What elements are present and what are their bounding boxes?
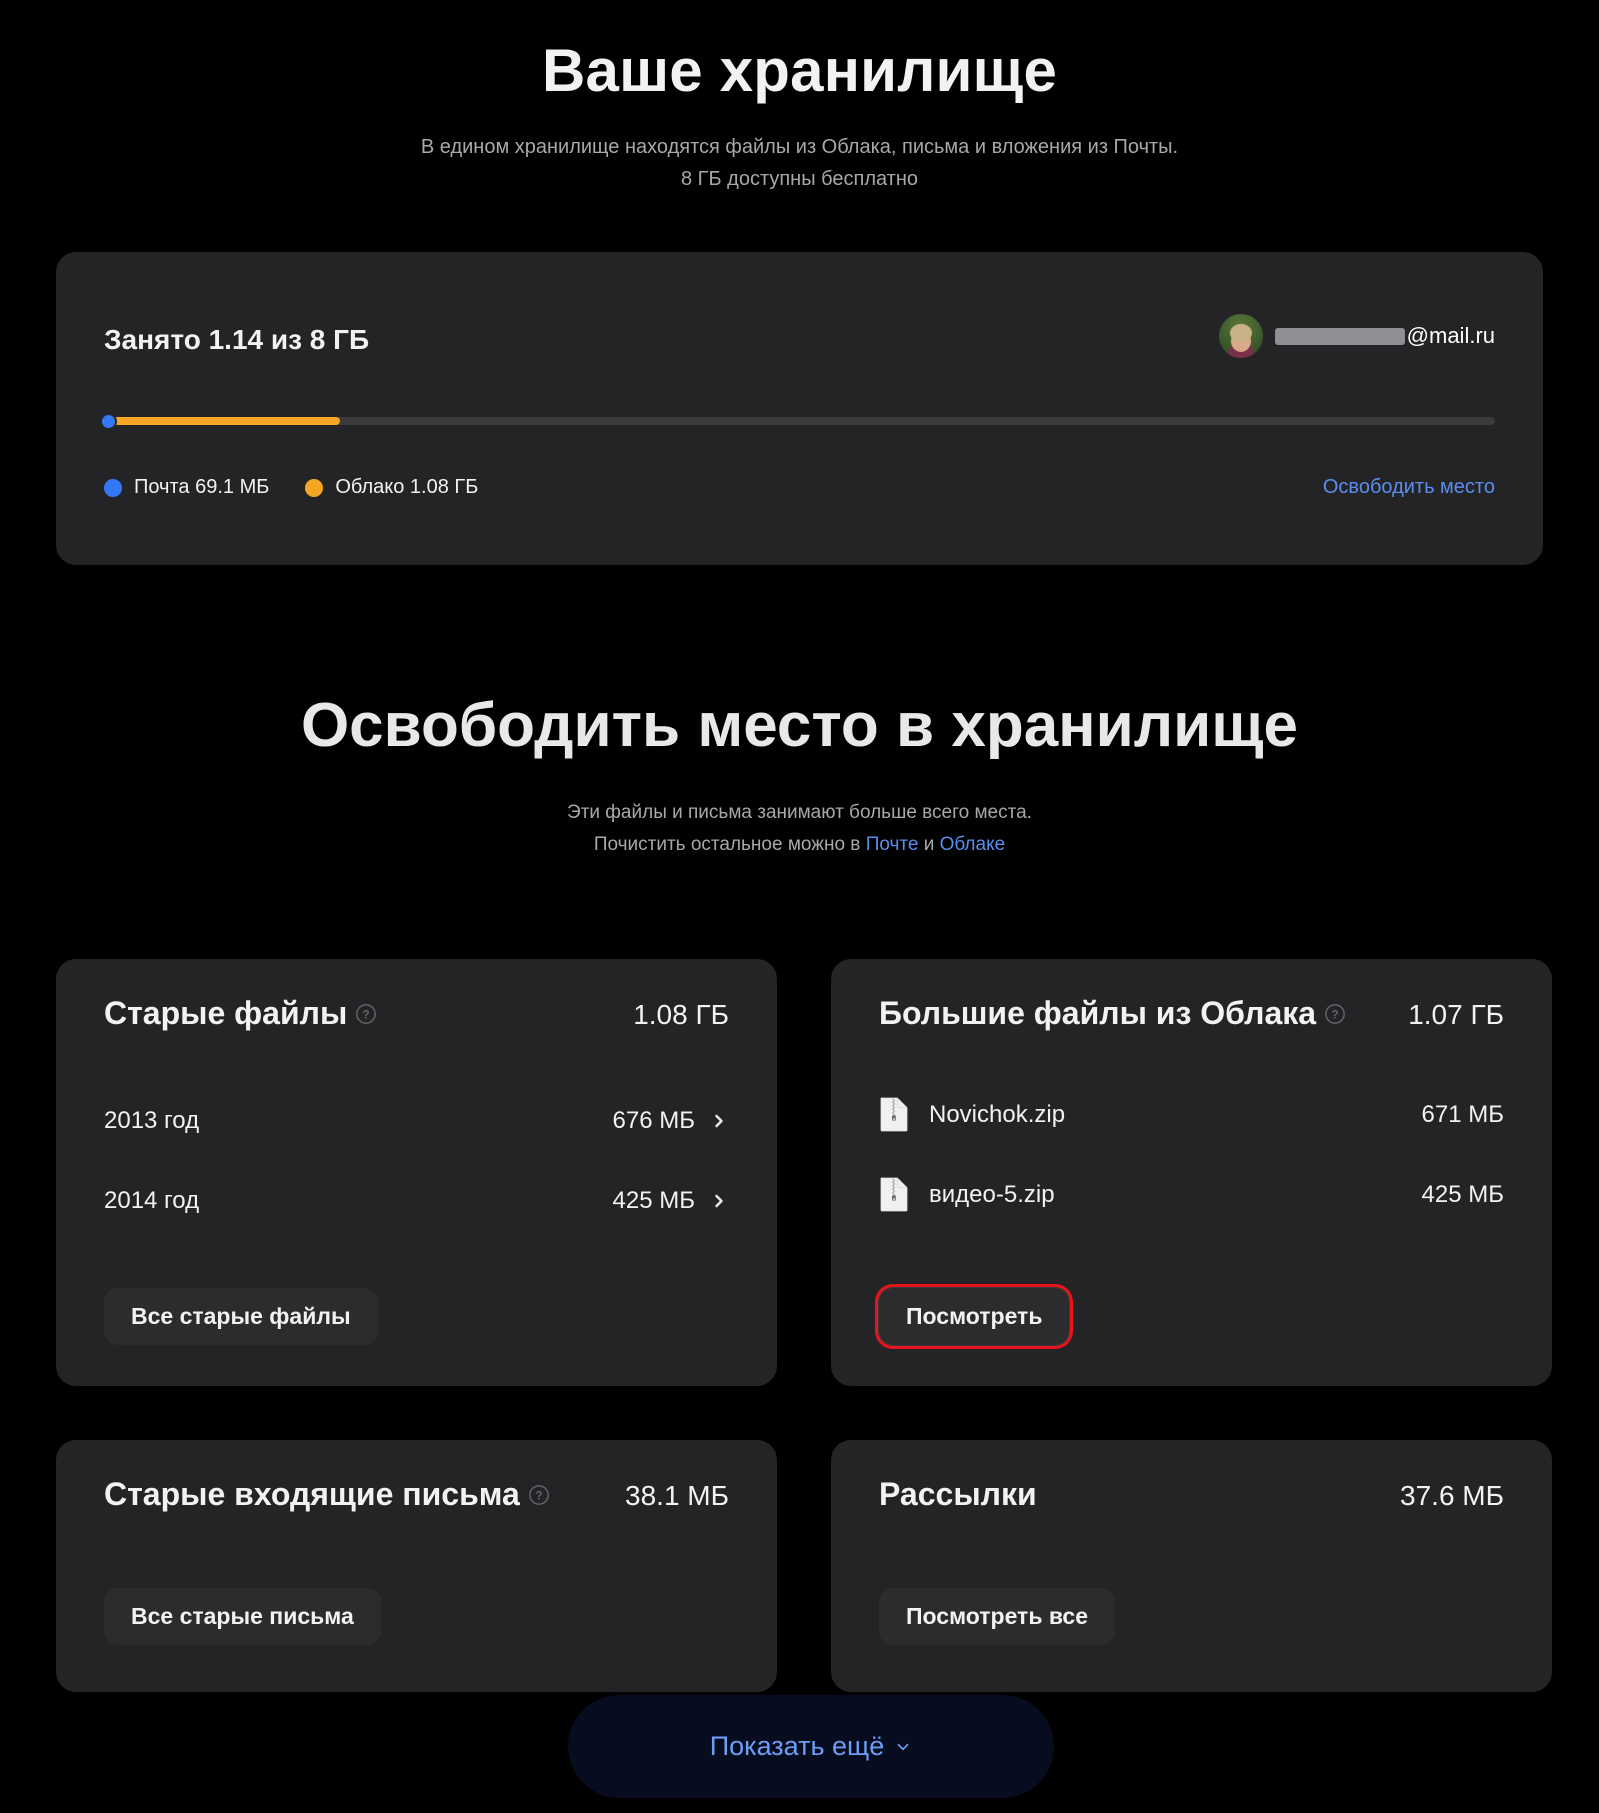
svg-text:?: ?: [363, 1007, 370, 1021]
svg-text:?: ?: [535, 1488, 542, 1502]
svg-text:?: ?: [1331, 1007, 1338, 1021]
